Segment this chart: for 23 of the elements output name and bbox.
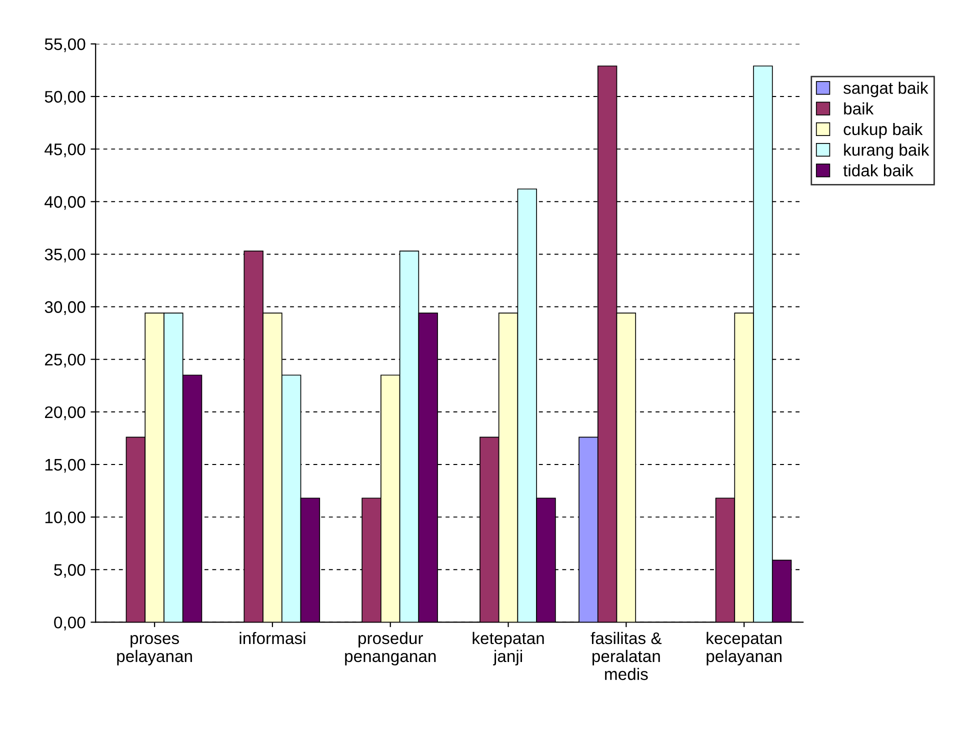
y-tick-label: 5,00 <box>54 564 86 578</box>
x-tick-label: ketepatan janji <box>472 632 544 666</box>
x-tick-label: fasilitas & peralatan medis <box>590 632 662 680</box>
y-tick-label: 45,00 <box>44 143 86 158</box>
legend-label: kurang baik <box>844 144 930 160</box>
y-tick-label: 15,00 <box>45 458 86 473</box>
y-tick-label: 25,00 <box>45 354 86 368</box>
x-tick-label: prosedur penanganan <box>345 632 436 666</box>
y-tick-label: 55,00 <box>44 38 86 52</box>
y-tick-label: 0,00 <box>54 616 86 630</box>
y-tick-label: 50,00 <box>44 90 86 105</box>
x-tick-label: informasi <box>240 632 306 644</box>
legend-label: cukup baik <box>844 122 923 138</box>
y-tick-label: 35,00 <box>44 248 86 262</box>
legend-label: tidak baik <box>843 164 914 176</box>
legend-label: sangat baik <box>844 82 928 98</box>
y-tick-label: 30,00 <box>44 301 86 315</box>
y-tick-label: 10,00 <box>45 511 86 526</box>
y-tick-label: 40,00 <box>44 196 86 210</box>
y-tick-label: 20,00 <box>45 406 86 420</box>
x-tick-label: proses pelayanan <box>117 635 192 666</box>
legend-label: baik <box>844 102 874 115</box>
x-tick-label: kecepatan pelayanan <box>706 632 782 666</box>
